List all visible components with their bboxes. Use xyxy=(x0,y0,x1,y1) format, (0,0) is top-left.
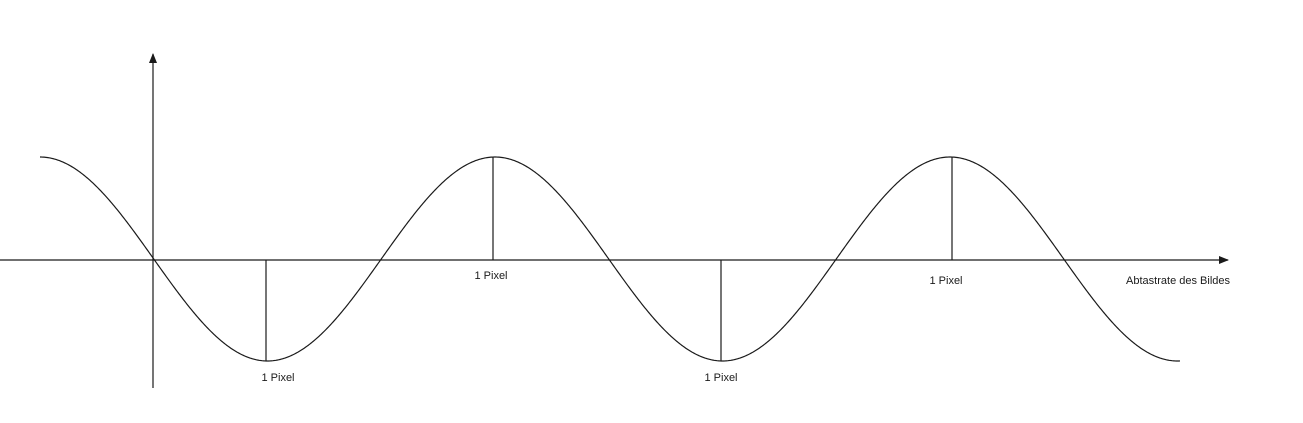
sample-label-1: 1 Pixel xyxy=(261,372,294,384)
sine-wave xyxy=(39,156,1181,362)
sample-label-4: 1 Pixel xyxy=(929,275,962,287)
x-axis-label: Abtastrate des Bildes xyxy=(1126,275,1230,287)
sample-label-3: 1 Pixel xyxy=(704,372,737,384)
sample-label-2: 1 Pixel xyxy=(474,270,507,282)
